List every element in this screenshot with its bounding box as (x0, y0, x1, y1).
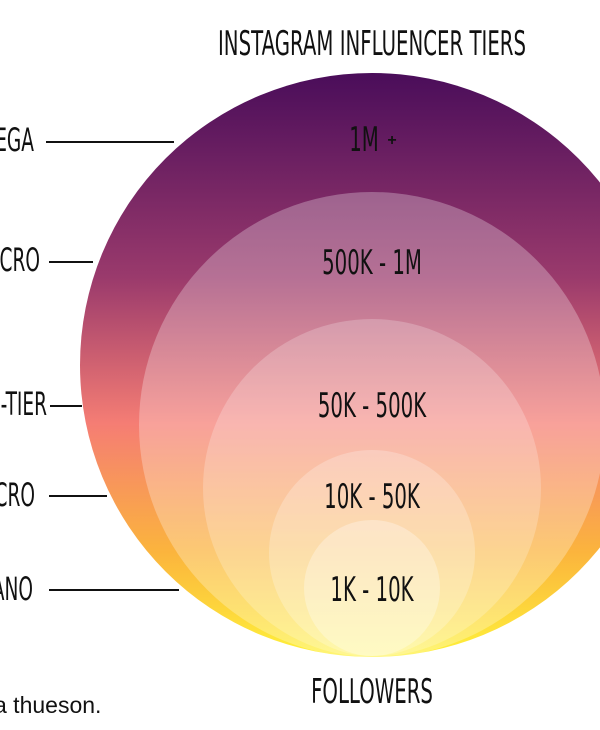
tier-circle-micro (269, 450, 475, 656)
side-label-mega: EGA (0, 121, 34, 159)
leader-line-macro (49, 261, 93, 263)
credit-text: a thueson. (0, 692, 102, 718)
leader-line-micro (49, 495, 107, 497)
tier-circle-nano (304, 520, 440, 656)
side-label-micro: CRO (0, 476, 36, 514)
tier-circle-mid (203, 319, 541, 657)
leader-line-mid (50, 405, 82, 407)
side-label-mid: -TIER (0, 385, 47, 423)
tier-range-macro: 500K - 1M (322, 243, 422, 283)
tier-circle-macro (139, 192, 600, 658)
tier-range-micro: 10K - 50K (324, 477, 420, 517)
side-label-nano: ANO (0, 570, 33, 608)
tier-range-mid: 50K - 500K (317, 386, 427, 426)
followers-label: FOLLOWERS (311, 672, 433, 712)
tier-range-mega: 1M (349, 120, 379, 160)
tier-range-nano: 1K - 10K (330, 570, 414, 610)
tier-circle-mega (80, 73, 600, 657)
leader-line-nano (49, 589, 179, 591)
diagram-title: INSTAGRAM INFLUENCER TIERS (217, 24, 527, 64)
leader-line-mega (46, 141, 174, 143)
tier-range-mega-plus: + (387, 132, 397, 149)
